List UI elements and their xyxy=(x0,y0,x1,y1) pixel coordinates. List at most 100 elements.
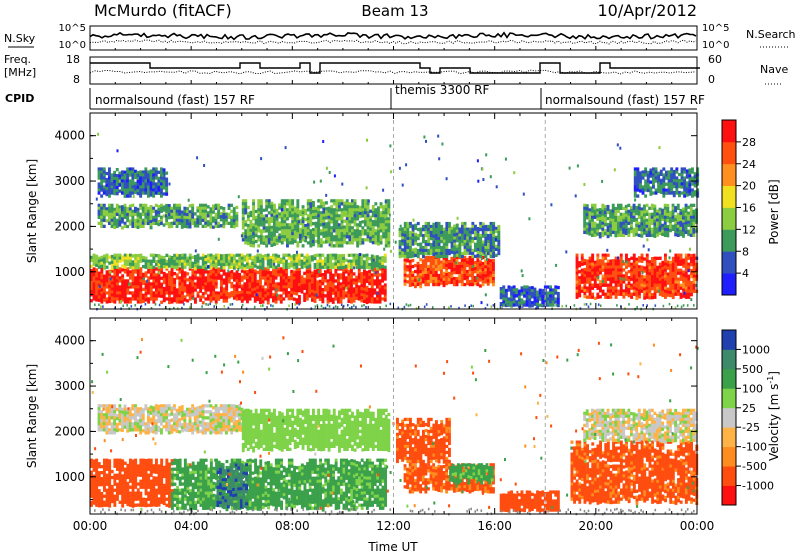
cell-band-8 xyxy=(653,286,657,290)
cell-band-5 xyxy=(416,282,420,287)
cell-band-2 xyxy=(149,226,153,230)
cell-band-1 xyxy=(110,257,114,262)
cell-band-0 xyxy=(181,297,184,301)
cell-band-0 xyxy=(139,285,143,289)
cell-band-5 xyxy=(406,274,410,278)
cell-band-7 xyxy=(510,298,513,302)
cpid-segment-1: normalsound (fast) 157 RF xyxy=(95,93,255,107)
cell-band-1 xyxy=(181,256,184,260)
cell-band-8 xyxy=(625,286,628,290)
cell-band-2 xyxy=(206,220,210,224)
cell-band-9 xyxy=(617,233,620,237)
cell-band-7 xyxy=(556,297,560,302)
cell-band-2 xyxy=(147,209,150,214)
cell-band-1 xyxy=(162,259,166,263)
cell-band-0 xyxy=(212,279,216,283)
cell-band-5 xyxy=(463,255,467,260)
cell-band-6 xyxy=(437,236,441,241)
cell-band-6 xyxy=(424,227,428,232)
cell-band-1 xyxy=(347,259,351,263)
cell-band-4 xyxy=(348,235,352,239)
cell-band-3 xyxy=(160,167,163,171)
cell-band-4 xyxy=(299,221,302,226)
cell-band-9 xyxy=(643,207,646,211)
cell-band-1 xyxy=(324,262,327,267)
cell-band-5 xyxy=(445,273,449,277)
cell-band-0 xyxy=(298,286,301,290)
cell-band-6 xyxy=(427,230,431,235)
cell-band-1 xyxy=(225,259,229,264)
cell-band-1 xyxy=(233,257,236,261)
cell-band-2 xyxy=(232,210,236,214)
cell-band-1 xyxy=(295,265,299,269)
cell-band-7 xyxy=(554,285,558,289)
cell-band-0 xyxy=(168,279,171,284)
cell-band-0 xyxy=(287,276,291,280)
cell-band-9 xyxy=(661,223,665,227)
cell-band-0 xyxy=(227,274,231,278)
cell-band-8 xyxy=(645,283,649,287)
cell-band-0 xyxy=(253,272,257,276)
cell-band-9 xyxy=(622,212,626,217)
cell-band-8 xyxy=(677,286,680,290)
cell-band-0 xyxy=(326,279,330,283)
cell-band-6 xyxy=(476,242,480,246)
cell-band-4 xyxy=(325,234,328,238)
cell-band-8 xyxy=(614,256,618,260)
cell-band-8 xyxy=(580,271,584,275)
cell-band-0 xyxy=(126,288,130,292)
cell-band-10 xyxy=(670,182,674,186)
cell-band-6 xyxy=(481,234,485,238)
cell-band-1 xyxy=(175,256,179,260)
cell-band-0 xyxy=(259,270,262,274)
cell-band-6 xyxy=(432,234,436,238)
cell-band-9 xyxy=(658,219,662,223)
cell-band-0 xyxy=(100,294,104,298)
cell-band-0 xyxy=(360,293,364,297)
cell-band-6 xyxy=(463,242,467,247)
cell-band-1 xyxy=(305,262,309,266)
cell-band-4 xyxy=(366,214,370,218)
cell-band-8 xyxy=(664,253,667,257)
cell-band-0 xyxy=(181,270,184,274)
cell-band-0 xyxy=(90,290,93,294)
cell-band-4 xyxy=(332,199,336,203)
cell-band-10 xyxy=(678,184,681,189)
cell-band-9 xyxy=(591,206,594,210)
cell-band-0 xyxy=(331,273,335,277)
cell-band-0 xyxy=(220,268,223,272)
cell-band-5 xyxy=(479,272,482,276)
cell-band-0 xyxy=(178,297,182,301)
cell-band-8 xyxy=(674,271,678,275)
cell-band-6 xyxy=(448,239,451,244)
cell-band-10 xyxy=(646,173,650,178)
cell-band-10 xyxy=(649,171,653,175)
cell-band-4 xyxy=(252,223,255,227)
cell-band-5 xyxy=(419,267,423,271)
cell-band-10 xyxy=(662,167,666,171)
cell-band-0 xyxy=(103,283,106,287)
cell-band-0 xyxy=(235,270,239,274)
cell-band-6 xyxy=(448,233,451,238)
cell-band-4 xyxy=(335,241,339,245)
cell-band-0 xyxy=(238,285,242,289)
cell-band-0 xyxy=(100,300,104,304)
cell-band-1 xyxy=(142,255,145,260)
cell-band-1 xyxy=(123,253,127,257)
cell-band-0 xyxy=(196,291,200,295)
cell-band-1 xyxy=(363,266,366,270)
cell-band-6 xyxy=(461,230,464,235)
cpid-segment-3: normalsound (fast) 157 RF xyxy=(545,93,705,107)
cell-band-4 xyxy=(288,199,292,203)
cell-band-10 xyxy=(672,175,676,180)
cell-band-1 xyxy=(331,253,335,257)
cell-band-8 xyxy=(614,280,618,284)
cell-band-8 xyxy=(651,266,654,270)
cell-band-1 xyxy=(308,264,312,268)
cell-band-1 xyxy=(227,259,231,263)
cell-band-8 xyxy=(638,274,641,278)
cell-band-8 xyxy=(690,287,693,291)
cell-band-0 xyxy=(246,276,249,280)
cell-band-6 xyxy=(435,254,438,259)
scatter-cell xyxy=(683,224,686,228)
